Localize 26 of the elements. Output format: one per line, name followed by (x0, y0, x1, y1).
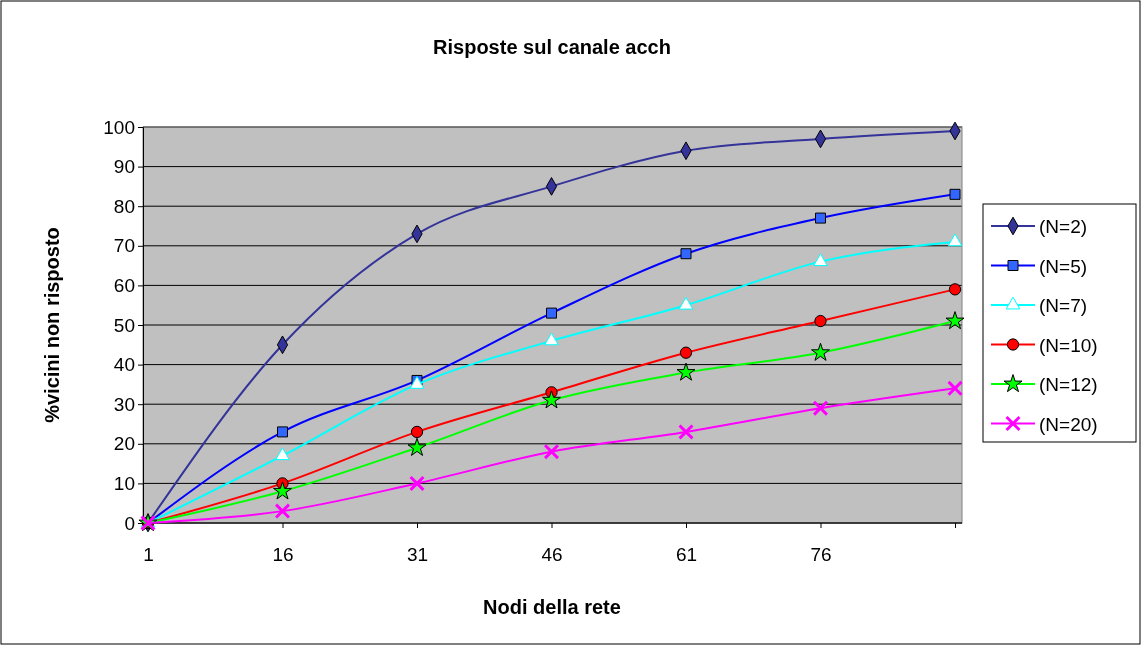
y-tick-label: 60 (113, 274, 135, 296)
y-tick-label: 80 (113, 195, 135, 217)
y-axis-title: %vicini non risposto (41, 227, 63, 423)
x-tick-label: 16 (272, 544, 294, 566)
x-tick-label: 76 (810, 544, 832, 566)
x-tick-label: 46 (541, 544, 563, 566)
y-tick-label: 50 (113, 314, 135, 336)
legend-label: (N=7) (1039, 295, 1088, 316)
y-tick-label: 100 (103, 116, 135, 138)
chart-title: Risposte sul canale acch (433, 36, 671, 58)
legend-label: (N=2) (1039, 216, 1088, 237)
x-tick-label: 61 (675, 544, 698, 566)
y-tick-label: 70 (113, 235, 135, 257)
legend-label: (N=12) (1039, 374, 1098, 395)
y-tick-label: 0 (124, 512, 135, 534)
x-tick-label: 1 (143, 544, 154, 566)
y-tick-label: 20 (113, 433, 135, 455)
legend-label: (N=5) (1039, 255, 1088, 277)
legend-label: (N=20) (1039, 413, 1098, 435)
x-axis-title: Nodi della rete (483, 596, 621, 618)
x-tick-label: 31 (406, 544, 429, 566)
y-tick-label: 40 (113, 354, 135, 376)
y-tick-label: 30 (113, 393, 135, 415)
legend-label: (N=10) (1039, 334, 1098, 356)
y-tick-label: 90 (113, 156, 135, 178)
y-tick-label: 10 (113, 472, 135, 494)
